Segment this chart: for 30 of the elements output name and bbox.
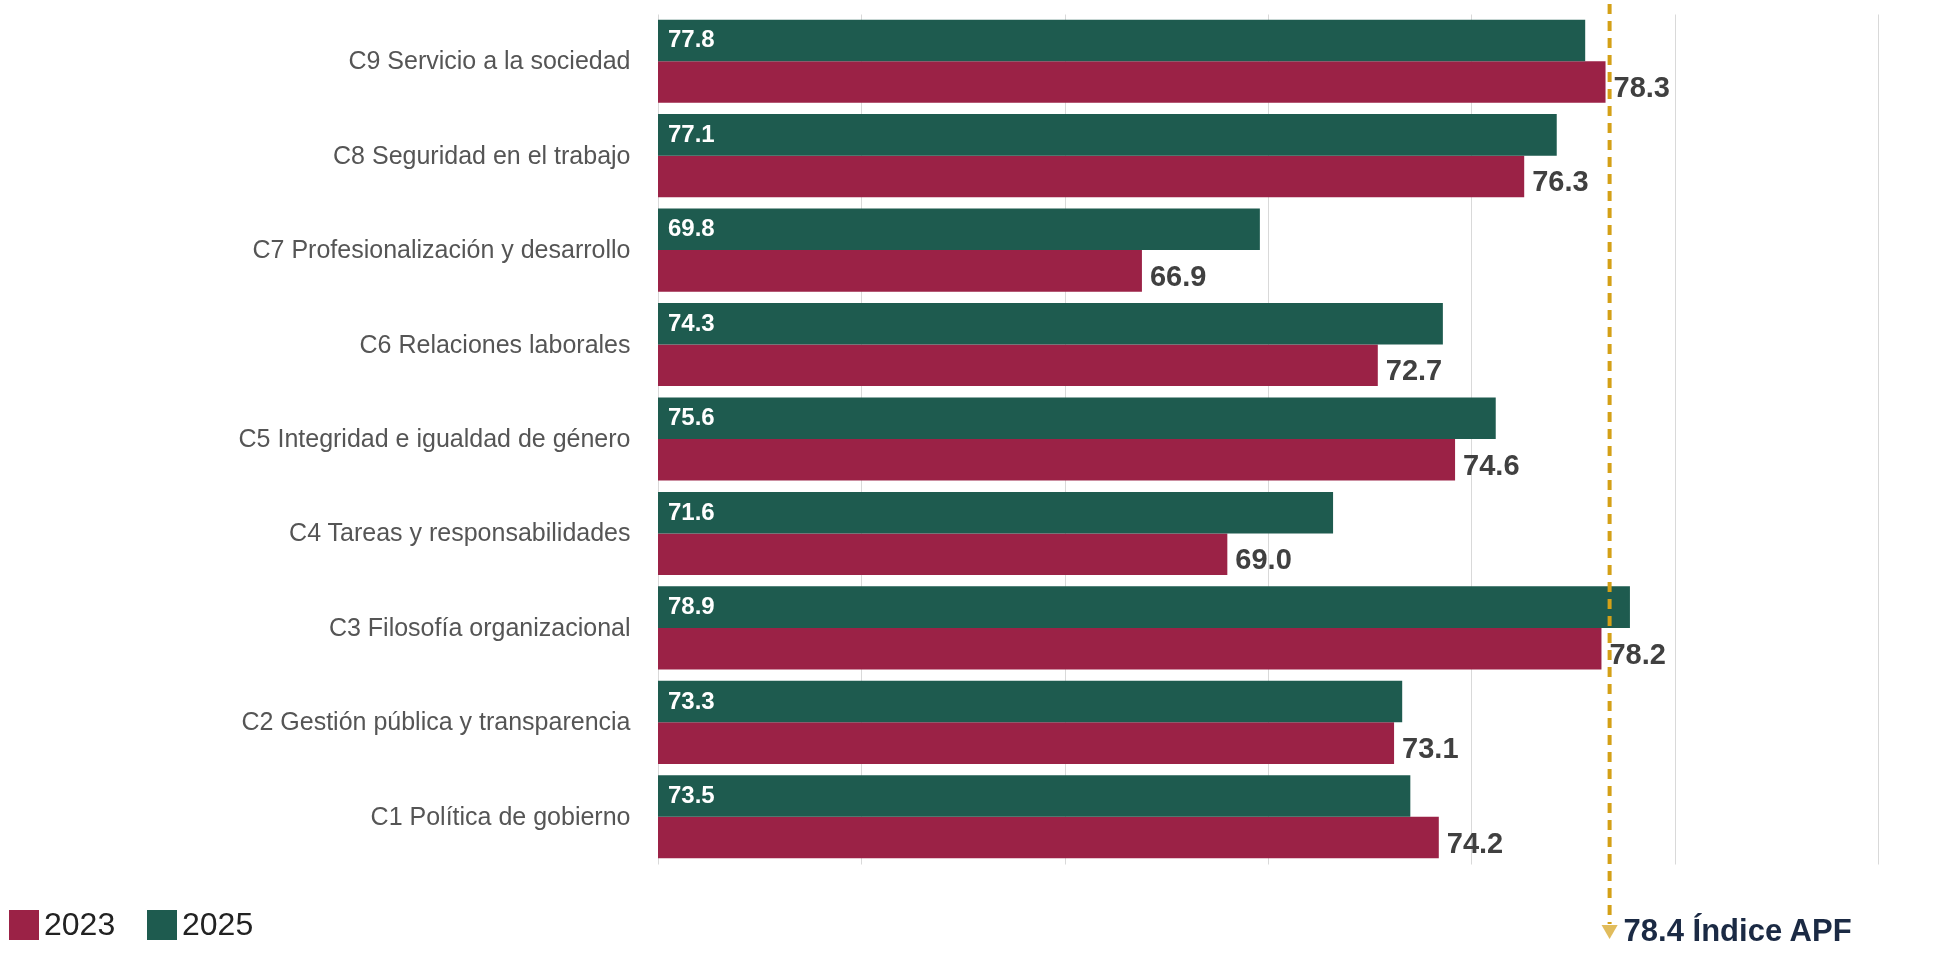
y-tick-label: C1 Política de gobierno [370, 801, 631, 830]
data-label: 77.1 [668, 119, 715, 147]
data-label: 69.8 [668, 214, 715, 242]
ref-line-label: 78.4 Índice APF [1623, 913, 1852, 948]
data-label: 71.6 [668, 497, 715, 525]
data-label: 75.6 [668, 403, 715, 431]
y-tick-label: C3 Filosofía organizacional [328, 612, 631, 641]
data-label: 74.2 [1446, 826, 1504, 859]
y-tick-label: C5 Integridad e igualdad de género [238, 424, 631, 452]
data-label: 78.2 [1609, 637, 1666, 670]
data-label: 78.3 [1613, 71, 1670, 103]
data-label: 78.9 [668, 592, 715, 620]
y-tick-label: C4 Tareas y responsabilidades [289, 518, 631, 547]
y-tick-label: C9 Servicio a la sociedad [348, 46, 631, 75]
y-tick-label: C6 Relaciones laborales [359, 329, 631, 358]
y-tick-label: C8 Seguridad en el trabajo [333, 140, 631, 169]
data-label: 69.0 [1235, 543, 1292, 576]
data-label: 73.5 [668, 781, 715, 808]
data-label: 66.9 [1149, 259, 1207, 292]
data-label: 76.3 [1532, 165, 1589, 198]
data-label: 72.7 [1385, 354, 1443, 387]
legend-label: 2023 [44, 906, 116, 942]
data-label: 74.6 [1463, 448, 1520, 481]
legend-label: 2025 [182, 906, 254, 942]
data-label: 73.3 [668, 686, 715, 714]
y-tick-label: C7 Profesionalización y desarrollo [252, 235, 631, 264]
y-tick-label: C2 Gestión pública y transparencia [241, 707, 631, 736]
data-label: 77.8 [668, 25, 715, 53]
data-label: 74.3 [668, 308, 715, 336]
data-label: 73.1 [1402, 732, 1459, 765]
